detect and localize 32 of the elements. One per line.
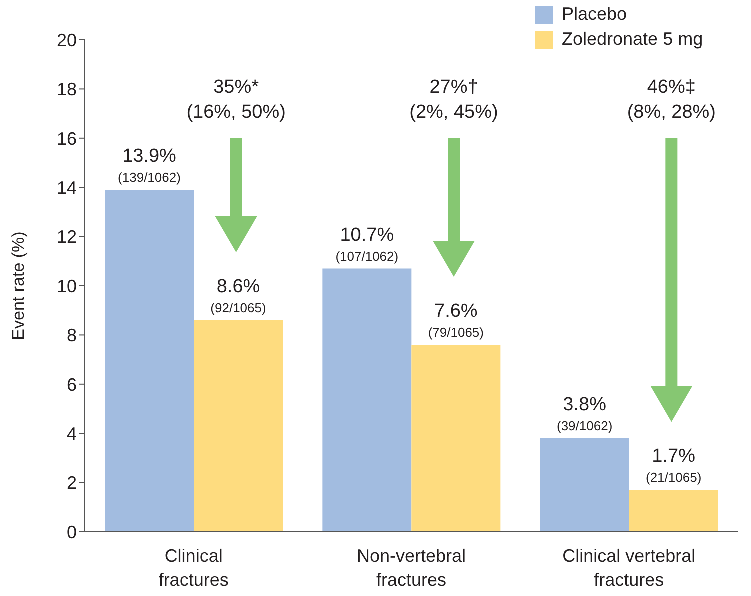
annotation: 27%† (2%, 45%) xyxy=(410,77,498,123)
annotation: 35%* (16%, 50%) xyxy=(186,77,286,123)
bar xyxy=(322,268,412,532)
bar xyxy=(105,190,194,532)
data-label: 10.7% (107/1062) xyxy=(336,224,399,264)
y-tick-label: 6 xyxy=(66,374,77,395)
bar xyxy=(540,438,630,532)
y-tick-label: 12 xyxy=(56,227,77,248)
y-tick-label: 14 xyxy=(56,178,77,198)
data-label: 8.6% (92/1065) xyxy=(210,276,266,316)
x-tick-label: Non-vertebral fractures xyxy=(356,546,466,590)
bar xyxy=(194,320,283,532)
y-tick-label: 18 xyxy=(56,80,77,100)
data-label: 3.8% (39/1062) xyxy=(557,394,613,434)
data-label: 13.9% (139/1062) xyxy=(118,146,181,186)
legend-label: Zoledronate 5 mg xyxy=(562,29,704,50)
bar xyxy=(412,345,501,532)
y-tick-label: 0 xyxy=(66,522,77,542)
annotation: 46%‡ (8%, 28%) xyxy=(627,77,716,123)
legend-label: Placebo xyxy=(562,4,628,25)
y-axis-title: Event rate (%) xyxy=(9,232,28,340)
y-tick-label: 16 xyxy=(56,128,77,149)
y-tick-label: 20 xyxy=(56,30,77,50)
y-tick-label: 8 xyxy=(66,326,77,346)
y-tick-label: 2 xyxy=(66,473,77,494)
x-tick-label: Clinical vertebral fractures xyxy=(562,546,696,590)
y-tick-label: 10 xyxy=(56,276,77,296)
y-tick-label: 4 xyxy=(66,424,77,444)
data-label: 1.7% (21/1065) xyxy=(646,446,702,486)
data-label: 7.6% (79/1065) xyxy=(428,301,484,340)
bar xyxy=(629,490,718,532)
x-tick-label: Clinical fractures xyxy=(158,546,229,590)
